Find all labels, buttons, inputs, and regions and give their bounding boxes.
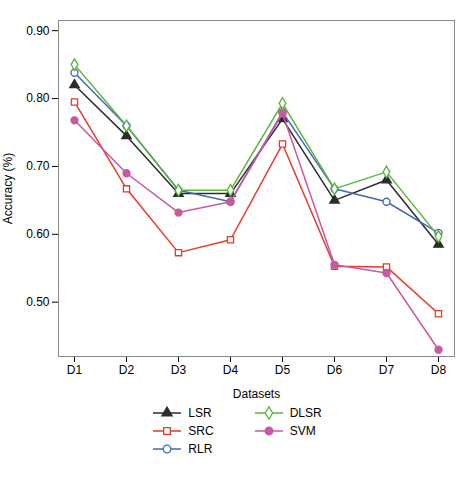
html-text:RLR: RLR	[188, 442, 213, 456]
svg-text:D8: D8	[431, 363, 447, 377]
svg-text:0.80: 0.80	[26, 91, 50, 105]
svg-text:D3: D3	[171, 363, 187, 377]
svg-text:D6: D6	[327, 363, 343, 377]
svg-text:0.70: 0.70	[26, 159, 50, 173]
svg-text:0.60: 0.60	[26, 227, 50, 241]
svg-text:D7: D7	[379, 363, 395, 377]
svg-text:D5: D5	[275, 363, 291, 377]
svg-text:D2: D2	[119, 363, 135, 377]
svg-text:0.90: 0.90	[26, 24, 50, 38]
html-text:LSR: LSR	[188, 406, 212, 420]
svg-text:0.50: 0.50	[26, 295, 50, 309]
svg-text:Accuracy (%): Accuracy (%)	[1, 153, 15, 224]
svg-text:D1: D1	[67, 363, 83, 377]
html-text:DLSR: DLSR	[289, 406, 322, 420]
html-text:SRC: SRC	[188, 424, 214, 438]
svg-text:D4: D4	[223, 363, 239, 377]
html-text:SVM: SVM	[289, 424, 316, 438]
svg-text:Datasets: Datasets	[233, 387, 280, 401]
